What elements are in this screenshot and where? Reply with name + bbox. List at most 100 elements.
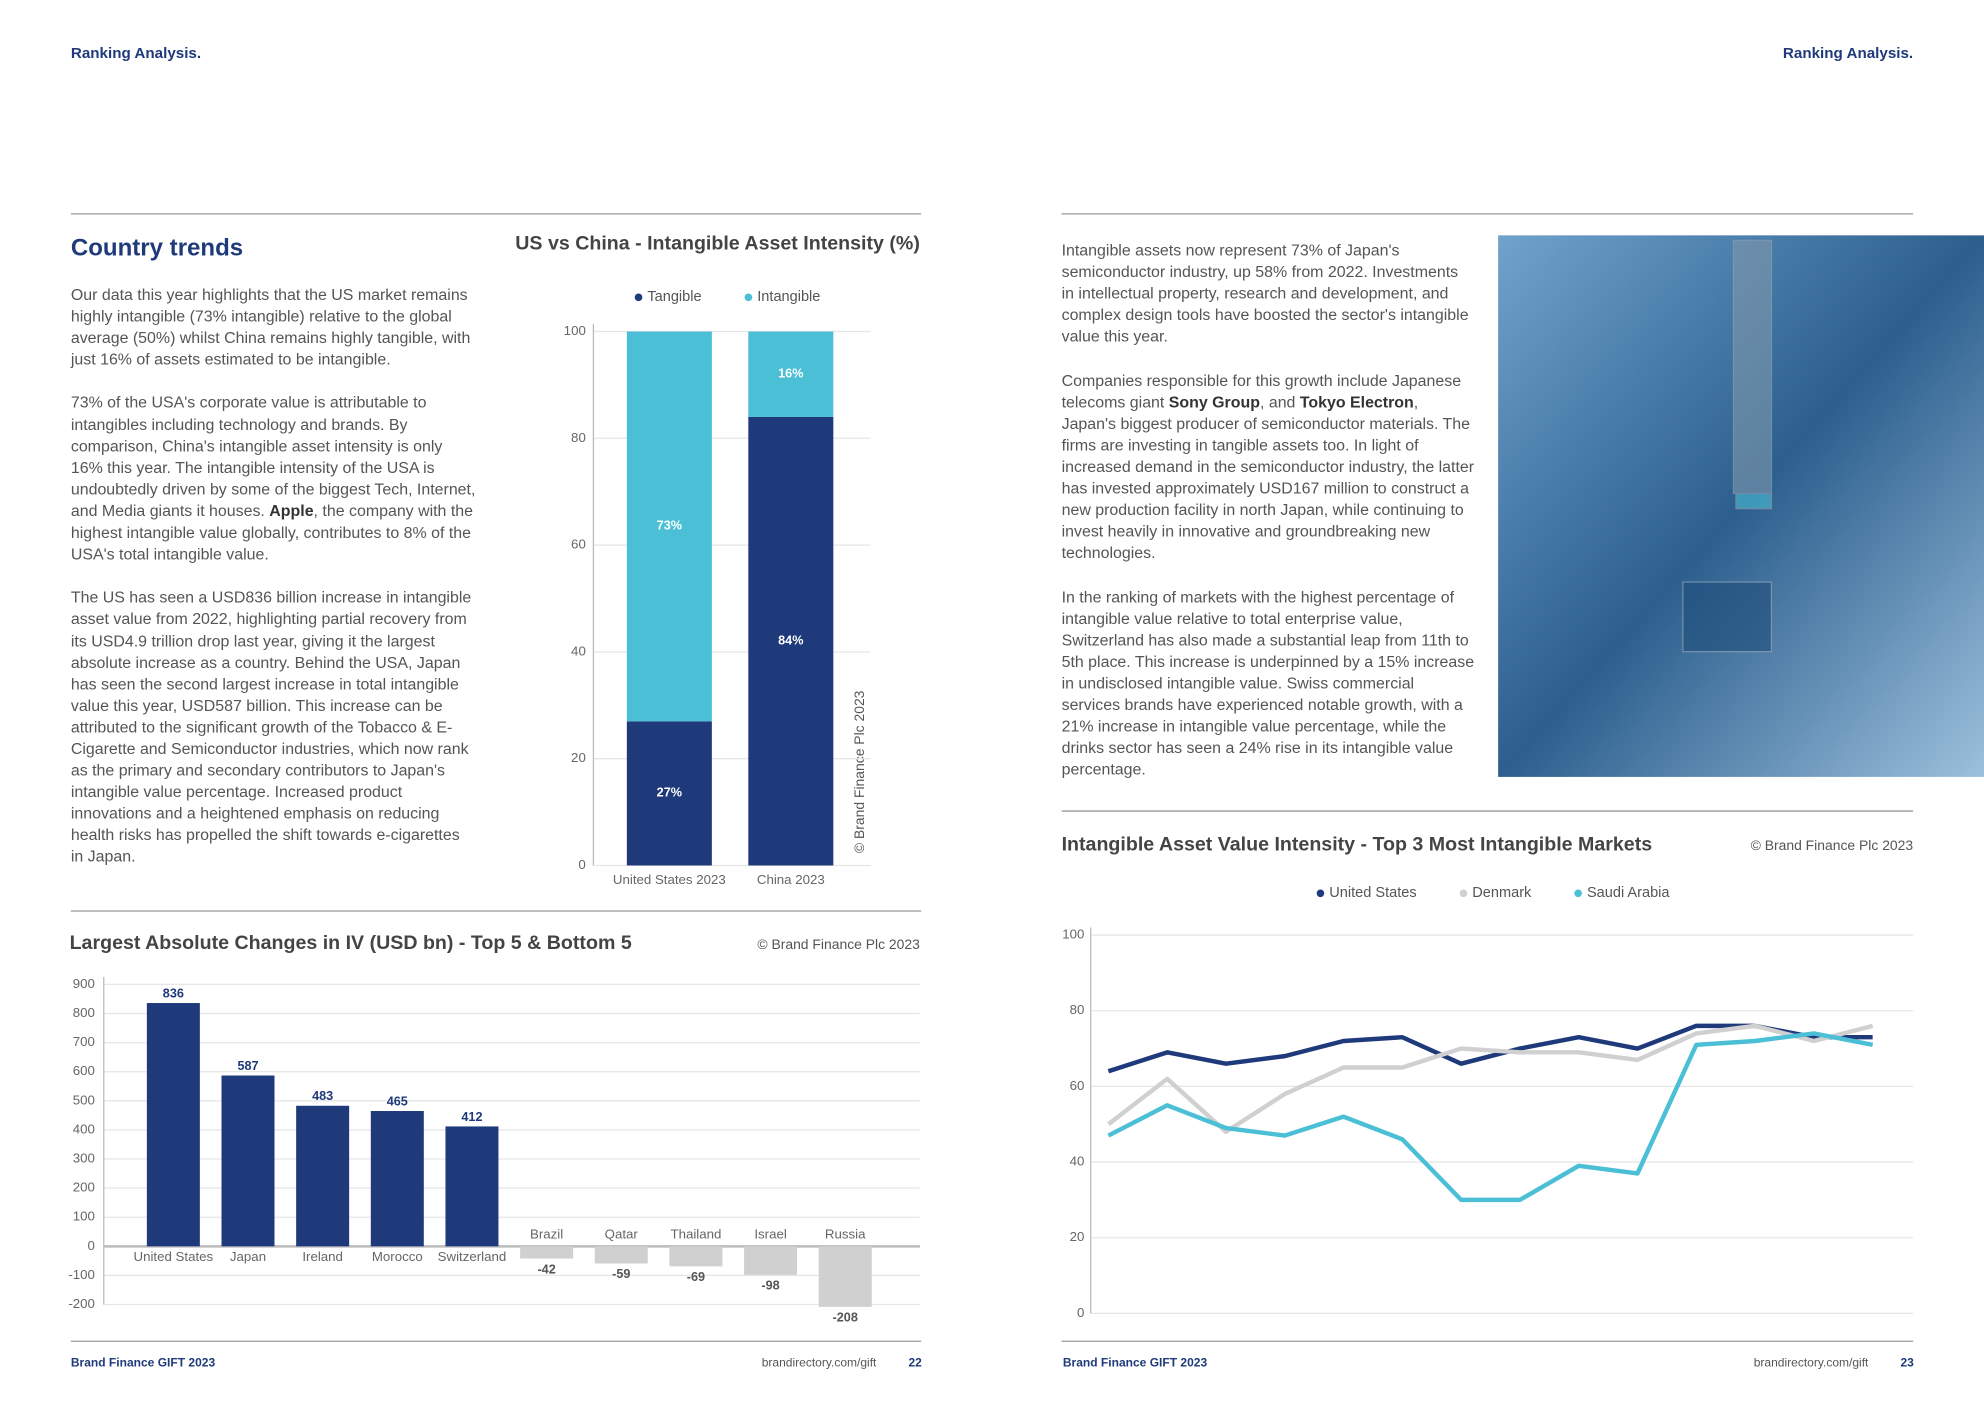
text: Companies responsible for this growth in… [1061, 371, 1462, 411]
data-label: -69 [687, 1270, 705, 1284]
x-tick-label: Israel [754, 1226, 786, 1241]
data-label: -59 [612, 1267, 630, 1281]
legend-marker [744, 293, 753, 302]
chart-title: Largest Absolute Changes in IV (USD bn) … [70, 932, 632, 954]
bar [818, 1246, 872, 1307]
text: Intangible assets now represent 73% of J… [1061, 241, 1469, 346]
x-tick-label: China 2023 [757, 872, 825, 887]
x-tick-label: United States [134, 1249, 214, 1264]
bar [221, 1075, 275, 1247]
x-tick-label: Switzerland [438, 1249, 507, 1264]
legend-label: Denmark [1472, 885, 1532, 901]
paragraph: Companies responsible for this growth in… [1062, 370, 1474, 565]
copyright: © Brand Finance Plc 2023 [757, 936, 920, 952]
body-text: Our data this year highlights that the U… [71, 285, 476, 891]
paragraph: Intangible assets now represent 73% of J… [1062, 240, 1474, 348]
chart-title: US vs China - Intangible Asset Intensity… [515, 232, 920, 254]
data-label: 836 [163, 987, 184, 1001]
legend-marker [1459, 889, 1468, 898]
page-number: 23 [1900, 1356, 1914, 1371]
x-tick-label: Qatar [605, 1226, 639, 1241]
bar [520, 1246, 574, 1259]
y-tick-label: 60 [571, 537, 586, 552]
x-tick-label: Russia [825, 1226, 866, 1241]
x-tick-label: United States 2023 [613, 872, 726, 887]
line-series [1107, 1023, 1874, 1135]
y-tick-label: 20 [571, 750, 586, 765]
text: In the ranking of markets with the highe… [1061, 587, 1475, 779]
x-tick-label: Thailand [670, 1226, 721, 1241]
legend-marker [634, 293, 643, 302]
y-tick-label: 100 [73, 1209, 95, 1224]
bar-segment [626, 331, 712, 722]
y-tick-label: 80 [1070, 1002, 1085, 1017]
text: , Japan's biggest producer of semiconduc… [1061, 393, 1475, 563]
y-tick-label: 0 [88, 1238, 95, 1253]
y-tick-label: -100 [68, 1267, 95, 1282]
y-tick-label: 900 [73, 976, 95, 991]
x-tick-label: Japan [230, 1249, 266, 1264]
body-text: Intangible assets now represent 73% of J… [1061, 240, 1475, 802]
x-tick-label: Brazil [530, 1226, 563, 1241]
line-series [1107, 1031, 1874, 1203]
heading: Country trends [70, 235, 244, 262]
legend-marker [1574, 889, 1582, 898]
bar [594, 1246, 648, 1264]
bold-text: Tokyo Electron [1299, 393, 1414, 411]
text: , and [1259, 393, 1300, 411]
data-label: 465 [387, 1094, 408, 1108]
copyright: © Brand Finance Plc 2023 [1751, 837, 1914, 853]
y-tick-label: 0 [578, 857, 585, 872]
bold-text: Apple [269, 502, 314, 520]
y-tick-label: 400 [73, 1121, 95, 1136]
y-tick-label: 40 [571, 643, 586, 658]
y-tick-label: -200 [68, 1296, 95, 1311]
y-tick-label: 40 [1070, 1154, 1085, 1169]
paragraph: 73% of the USA's corporate value is attr… [71, 393, 476, 566]
paragraph: Our data this year highlights that the U… [71, 285, 476, 372]
bar [744, 1246, 798, 1275]
text: The US has seen a USD836 billion increas… [70, 588, 472, 867]
y-tick-label: 200 [73, 1180, 95, 1195]
y-tick-label: 0 [1077, 1305, 1084, 1320]
bar [370, 1111, 424, 1247]
data-label: 84% [778, 634, 803, 648]
y-tick-label: 600 [73, 1063, 95, 1078]
paragraph: The US has seen a USD836 billion increas… [71, 587, 476, 868]
chart-title: Intangible Asset Value Intensity - Top 3… [1062, 833, 1653, 855]
bar-segment [748, 416, 834, 866]
text: , the company with the highest intangibl… [70, 502, 474, 564]
footer-title: Brand Finance GIFT 2023 [70, 1356, 216, 1371]
data-label: 587 [237, 1059, 258, 1073]
y-tick-label: 700 [73, 1034, 95, 1049]
y-tick-label: 60 [1070, 1078, 1085, 1093]
y-tick-label: 300 [73, 1151, 95, 1166]
bar-segment [748, 331, 834, 417]
y-tick-label: 80 [571, 430, 586, 445]
page-number: 22 [908, 1356, 922, 1371]
data-label: -42 [537, 1262, 555, 1276]
bold-text: Sony Group [1168, 393, 1260, 411]
header: Ranking Analysis. [70, 44, 202, 63]
legend-label: United States [1329, 885, 1416, 901]
bar [146, 1003, 200, 1247]
text: Our data this year highlights that the U… [70, 285, 471, 369]
bar-segment [626, 721, 712, 866]
bar [445, 1126, 499, 1247]
footer-url: brandirectory.com/gift [761, 1356, 877, 1371]
x-tick-label: Morocco [372, 1249, 423, 1264]
legend-label: Saudi Arabia [1587, 885, 1670, 901]
y-tick-label: 500 [73, 1092, 95, 1107]
bar [296, 1105, 350, 1247]
header: Ranking Analysis. [1782, 44, 1914, 63]
photo-detail [1682, 239, 1773, 653]
copyright: © Brand Finance Plc 2023 [851, 690, 867, 853]
text: 73% of the USA's corporate value is attr… [70, 394, 476, 520]
legend-marker [1316, 889, 1325, 898]
data-label: 27% [657, 786, 682, 800]
footer-url: brandirectory.com/gift [1753, 1356, 1869, 1371]
data-label: 483 [312, 1089, 333, 1103]
